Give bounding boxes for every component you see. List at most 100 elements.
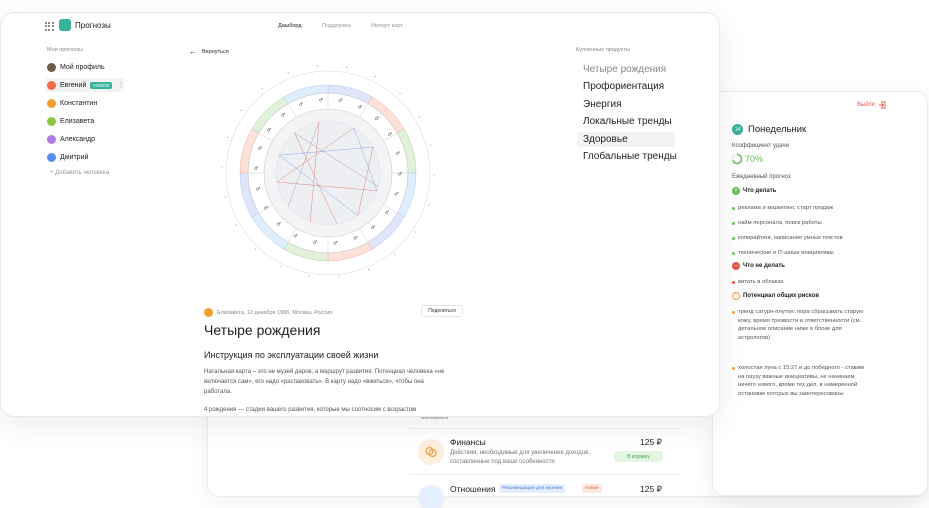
back-button[interactable]: ← Вернуться (189, 47, 229, 56)
tab-dashboard[interactable]: Дашборд (278, 23, 302, 29)
natal-chart: ♂ • ♂ • ♂ • ♂ • ♂ • ♂ • ♂ • ♂ • ♂ • ♂ • ♂ • ♂ • ♂ • ♂ • ♂ • ♂ • ♂ • ♂ • ♂ • ♂ •… (221, 65, 435, 280)
list-bullet (732, 252, 735, 255)
planet-glyph: ♂ (353, 236, 357, 242)
avatar (204, 308, 213, 317)
aspect-line (278, 155, 358, 216)
planet-glyph: ♂ (333, 241, 337, 247)
shop-top-text: внимания (421, 415, 449, 421)
zodiac-sector (327, 84, 373, 105)
degree-label: • (374, 75, 376, 79)
degree-label: • (433, 174, 435, 178)
house-divider (287, 103, 297, 118)
shop-item-desc: Действия, необходимые для увеличения дох… (450, 450, 590, 465)
house-divider (258, 204, 273, 214)
planet-glyph: ♂ (319, 97, 323, 103)
planet-glyph: ♂ (258, 146, 262, 152)
sidebar-item-label: Дмитрий (60, 153, 89, 161)
product-item[interactable]: Четыре рождения (583, 64, 667, 75)
planet-glyph: ♂ (394, 192, 398, 198)
house-divider (383, 132, 398, 142)
list-bullet (732, 367, 735, 370)
app-title: Прогнозы (75, 21, 111, 30)
planet-glyph: ♂ (293, 233, 297, 239)
planet-glyph: ♂ (385, 210, 389, 216)
degree-label: • (399, 92, 401, 96)
degree-label: • (287, 72, 289, 76)
plus-icon: + (50, 170, 56, 176)
sidebar-item-label: Елизавета (60, 117, 95, 125)
core-circle (275, 120, 381, 226)
planet-glyph: ♂ (264, 205, 268, 211)
planet-glyph: ♂ (398, 172, 402, 178)
planet-glyph: ♂ (395, 151, 399, 157)
tab-import[interactable]: Импорт карт (371, 23, 403, 29)
product-item[interactable]: Локальные тренды (583, 116, 672, 127)
aspect-line (276, 181, 377, 192)
degree-label: • (308, 274, 310, 278)
add-to-cart-button[interactable]: В корзину (614, 451, 663, 462)
chart-meta: Елизавета, 12 декабря 1986, Москва, Росс… (217, 310, 333, 316)
product-item[interactable]: Здоровье (583, 134, 628, 145)
product-item[interactable]: Энергия (583, 99, 622, 110)
risk-heading: Потенциал общих рисков (743, 293, 820, 299)
apps-grid-icon[interactable] (45, 22, 54, 31)
add-person-label: Добавить человека (55, 170, 110, 176)
sidebar-item-label: Александр (60, 135, 96, 143)
avatar (47, 152, 56, 162)
add-person-button[interactable]: + Добавить человека (50, 170, 109, 176)
planet-glyph: ♂ (313, 240, 317, 246)
tab-support[interactable]: Поддержка (322, 23, 351, 29)
paragraph: Натальная карта – это не музей даров, а … (204, 369, 445, 395)
divider (410, 428, 680, 429)
house-divider (359, 103, 369, 118)
zodiac-sector (283, 241, 329, 262)
plus-icon: + (732, 187, 740, 195)
planet-glyph: ♂ (267, 127, 271, 133)
minus-icon: – (732, 262, 740, 270)
back-label: Вернуться (202, 48, 229, 55)
degree-label: • (240, 109, 242, 113)
app-logo-icon (59, 19, 71, 31)
aspect-line (287, 121, 320, 207)
avatar (47, 116, 56, 126)
degree-label: • (224, 196, 226, 200)
share-button[interactable]: Поделиться (421, 305, 463, 317)
aspect-line (353, 127, 378, 191)
aspect-line (294, 132, 379, 187)
list-bullet (732, 207, 735, 210)
planet-glyph: ♂ (338, 98, 342, 104)
list-bullet (732, 237, 735, 240)
logout-button[interactable]: Выйти (857, 101, 887, 109)
inner-ring (247, 92, 409, 254)
product-item[interactable]: Глобальные тренды (583, 151, 677, 162)
planet-glyphs: ♂ • ♂ • ♂ • ♂ • ♂ • ♂ • ♂ • ♂ • ♂ • ♂ • ♂ • ♂ • ♂ • ♂ • ♂ • ♂ • ♂ • ♂ • ♂ • ♂ •… (221, 65, 435, 280)
zodiac-sector (239, 172, 260, 218)
planet-glyph: ♂ (254, 166, 258, 172)
divider (410, 474, 680, 475)
product-item[interactable]: Профориентация (583, 81, 665, 92)
list-bullet (732, 222, 735, 225)
shop-item2-title: Отношения (450, 484, 496, 494)
luck-progress-ring (731, 153, 743, 165)
planet-glyph: ♂ (388, 132, 392, 138)
shop-item-price: 125 ₽ (640, 437, 662, 447)
avatar (47, 80, 56, 90)
sidebar-item[interactable]: Елизавета (47, 114, 94, 128)
avatar (47, 62, 56, 72)
more-icon[interactable]: ⋮ (117, 82, 125, 89)
sidebar-item[interactable]: Константин (47, 96, 97, 110)
planet-glyph: ♂ (299, 102, 303, 108)
sidebar-item[interactable]: Евгений НОВОЕ ⋮ (47, 78, 124, 92)
sidebar-item[interactable]: Мой профиль (47, 60, 105, 74)
planet-glyph: ♂ (281, 113, 285, 119)
degree-label: • (367, 268, 369, 272)
sidebar-item[interactable]: Дмитрий (47, 150, 88, 164)
shop-item-title: Финансы (450, 437, 486, 447)
sidebar-item[interactable]: Александр (47, 132, 95, 146)
degree-label: • (430, 144, 432, 148)
house-divider (383, 204, 398, 214)
day-name: Понедельник (748, 124, 807, 135)
aspect-line (294, 133, 338, 225)
aspect-line (276, 127, 355, 183)
